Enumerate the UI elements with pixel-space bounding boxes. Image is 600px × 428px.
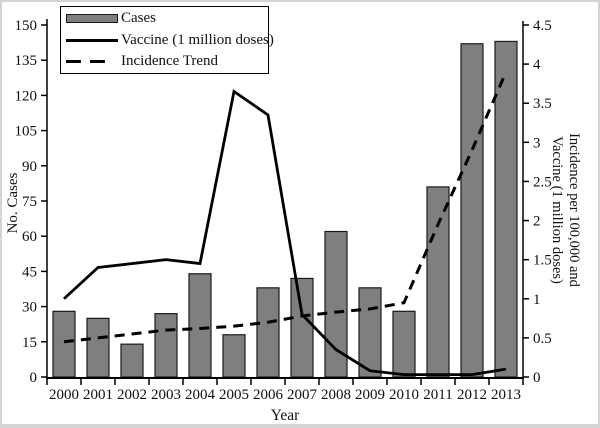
bar-2009	[358, 287, 382, 378]
bar-2012	[460, 43, 484, 378]
right-tick-label: 3.5	[533, 96, 552, 112]
x-tick-label: 2011	[423, 387, 452, 403]
x-tick-label: 2010	[389, 387, 419, 403]
bar-2007	[290, 277, 314, 378]
left-tick-label: 0	[30, 370, 38, 386]
left-tick-label: 45	[22, 264, 37, 280]
left-tick-label: 15	[22, 335, 37, 351]
bar-2013	[494, 40, 518, 378]
x-tick-label: 2001	[83, 387, 113, 403]
right-tick-label: 0	[533, 370, 541, 386]
bar-2010	[392, 310, 416, 378]
x-tick-label: 2003	[151, 387, 181, 403]
x-tick-label: 2005	[219, 387, 249, 403]
bar-2011	[426, 186, 450, 378]
bar-2006	[256, 287, 280, 378]
x-tick-label: 2002	[117, 387, 147, 403]
legend-label-cases: Cases	[121, 10, 156, 26]
left-axis-title: No. Cases	[5, 172, 21, 234]
bar-2005	[222, 334, 246, 378]
x-tick-label: 2013	[491, 387, 521, 403]
right-tick-label: 0.5	[533, 331, 552, 347]
incidence-trend-line	[63, 71, 508, 344]
vaccine-line-swatch-icon	[66, 38, 118, 42]
x-tick-label: 2008	[321, 387, 351, 403]
right-tick-label: 3	[533, 135, 541, 151]
x-tick-label: 2007	[287, 387, 318, 403]
bar-2004	[188, 273, 212, 378]
right-axis-title-line2: Vaccine (1 million doses)	[548, 136, 565, 284]
left-tick-label: 120	[15, 88, 38, 104]
x-tick-label: 2000	[49, 387, 79, 403]
left-tick-label: 60	[22, 229, 37, 245]
incidence-line-swatch-icon	[66, 60, 105, 63]
left-tick-label: 75	[22, 194, 37, 210]
right-tick-label: 4	[533, 57, 541, 73]
legend-label-incidence: Incidence Trend	[121, 53, 219, 69]
x-tick-label: 2006	[253, 387, 284, 403]
left-tick-label: 30	[22, 300, 37, 316]
right-tick-label: 1.5	[533, 253, 552, 269]
bar-2002	[120, 343, 144, 378]
left-tick-label: 150	[15, 18, 38, 34]
left-tick-label: 105	[15, 124, 38, 140]
bar-2001	[86, 317, 110, 378]
cases-bar-swatch-icon	[66, 14, 118, 23]
right-axis-title: Incidence per 100,000 and Vaccine (1 mil…	[546, 34, 582, 386]
x-axis-title: Year	[270, 407, 300, 424]
right-tick-label: 4.5	[533, 18, 552, 34]
right-tick-label: 2.5	[533, 174, 552, 190]
left-tick-label: 135	[15, 53, 38, 69]
legend-item-cases: Cases	[66, 9, 268, 29]
left-tick-label: 90	[22, 159, 37, 175]
chart-legend: Cases Vaccine (1 million doses) Incidenc…	[60, 6, 274, 74]
bar-2003	[154, 313, 178, 378]
right-tick-label: 1	[533, 292, 541, 308]
x-tick-label: 2004	[185, 387, 216, 403]
legend-label-vaccine: Vaccine (1 million doses)	[121, 31, 274, 48]
right-tick-label: 2	[533, 214, 541, 230]
x-tick-label: 2009	[355, 387, 385, 403]
bar-2000	[52, 310, 76, 378]
right-axis-title-line1: Incidence per 100,000 and	[566, 133, 582, 287]
vaccine-line	[63, 89, 507, 377]
legend-item-incidence: Incidence Trend	[66, 52, 268, 72]
x-tick-label: 2012	[457, 387, 487, 403]
legend-item-vaccine: Vaccine (1 million doses)	[66, 30, 274, 50]
